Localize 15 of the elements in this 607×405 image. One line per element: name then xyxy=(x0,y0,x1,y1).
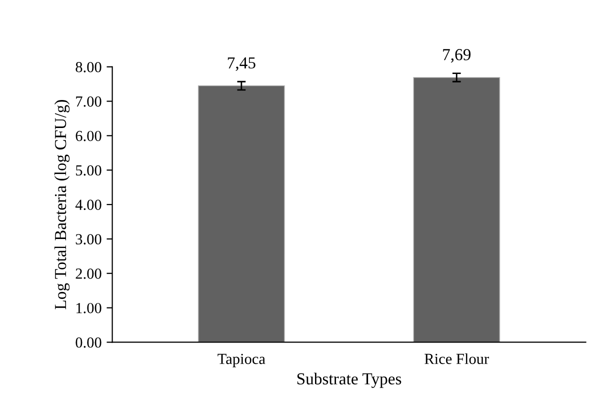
data-label: 7,45 xyxy=(228,57,256,71)
x-axis-title: Substrate Types xyxy=(297,372,402,388)
y-tick-label: 6.00 xyxy=(76,130,102,142)
y-tick-label: 4.00 xyxy=(75,200,102,210)
y-tick-label: 3.00 xyxy=(76,234,102,244)
x-tick-label: Rice Flour xyxy=(424,353,489,364)
y-tick-label: 2.00 xyxy=(76,268,102,279)
y-tick-label: 7.00 xyxy=(76,96,102,107)
x-tick-label: Tapioca xyxy=(218,354,266,368)
y-tick-label: 0.00 xyxy=(76,337,102,348)
y-axis-title: Log Total Bacteria (log CFU/g) xyxy=(54,100,70,310)
y-tick-label: 8.00 xyxy=(76,62,102,72)
data-label: 7,69 xyxy=(443,49,471,63)
y-tick-label: 1.00 xyxy=(76,302,102,314)
y-tick-label: 5.00 xyxy=(76,165,102,176)
